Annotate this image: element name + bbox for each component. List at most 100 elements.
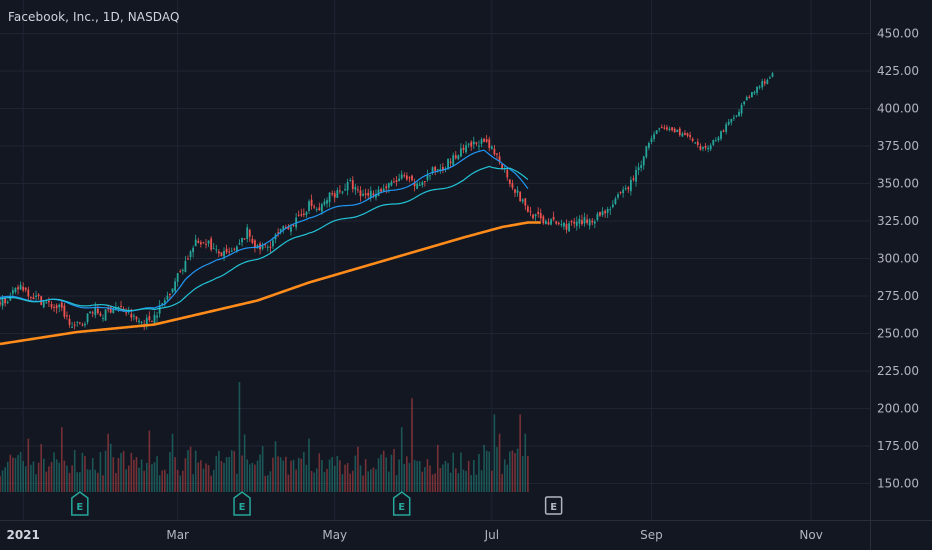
volume-bar xyxy=(321,460,323,492)
volume-bar xyxy=(246,459,248,492)
time-tick-label: 2021 xyxy=(6,528,39,542)
candle-body xyxy=(735,115,738,117)
volume-bar xyxy=(473,459,475,492)
candle-body xyxy=(277,232,279,234)
volume-bar xyxy=(344,464,346,492)
candle-body xyxy=(702,146,704,149)
volume-bar xyxy=(290,460,292,492)
candle-body xyxy=(707,147,710,150)
volume-bar xyxy=(424,467,426,492)
volume-bar xyxy=(426,459,429,492)
candle-body xyxy=(35,295,37,297)
candle-body xyxy=(331,193,334,195)
candle-body xyxy=(578,219,581,224)
volume-bar xyxy=(212,469,215,492)
volume-bar xyxy=(364,459,367,492)
volume-bar xyxy=(73,450,76,492)
candle-body xyxy=(76,321,79,323)
price-tick-label: 200.00 xyxy=(877,402,919,416)
candle-body xyxy=(194,239,197,247)
candle-body xyxy=(4,297,7,304)
candle-body xyxy=(398,178,401,181)
volume-bar xyxy=(297,457,300,492)
volume-bar xyxy=(35,474,37,492)
candle-body xyxy=(738,111,740,116)
volume-bar xyxy=(210,475,212,492)
candle-body xyxy=(238,243,241,245)
volume-bar xyxy=(439,467,442,492)
candle-body xyxy=(720,131,722,139)
candle-body xyxy=(586,219,588,223)
candle-body xyxy=(372,193,375,195)
volume-bar xyxy=(91,458,94,492)
candle-body xyxy=(555,221,558,224)
volume-bar xyxy=(323,472,326,492)
candle-body xyxy=(668,128,671,130)
price-tick-label: 425.00 xyxy=(877,64,919,78)
volume-bar xyxy=(17,454,19,492)
candle-body xyxy=(254,240,256,248)
candle-body xyxy=(339,190,341,192)
candle-body xyxy=(565,223,568,230)
candle-body xyxy=(400,174,403,179)
volume-bar xyxy=(130,452,133,492)
volume-bar xyxy=(457,473,460,492)
candle-body xyxy=(604,210,607,214)
candle-body xyxy=(89,311,92,314)
candle-body xyxy=(570,221,573,223)
volume-bar xyxy=(511,450,514,492)
candle-body xyxy=(676,129,679,132)
earnings-marker[interactable]: E xyxy=(71,491,89,516)
volume-bar xyxy=(22,460,24,492)
candle-body xyxy=(581,220,583,225)
candle-body xyxy=(411,175,413,181)
volume-bar xyxy=(135,457,138,492)
candle-body xyxy=(635,169,637,182)
volume-bar xyxy=(285,456,287,492)
candle-body xyxy=(176,273,179,282)
candle-body xyxy=(673,128,676,133)
volume-bar xyxy=(346,463,349,492)
volume-bar xyxy=(305,464,308,492)
price-tick-label: 325.00 xyxy=(877,214,919,228)
volume-bar xyxy=(326,468,328,492)
candle-body xyxy=(84,323,86,326)
volume-bar xyxy=(112,457,115,492)
candle-body xyxy=(771,73,774,77)
candle-body xyxy=(223,250,225,257)
candle-body xyxy=(454,155,457,159)
candle-body xyxy=(753,91,756,94)
candle-body xyxy=(761,81,764,88)
volume-bar xyxy=(24,466,27,492)
candle-body xyxy=(552,216,555,220)
candle-body xyxy=(99,313,102,316)
candle-body xyxy=(545,220,547,225)
candle-body xyxy=(691,138,694,141)
earnings-marker[interactable]: E xyxy=(233,491,251,516)
candle-body xyxy=(648,143,650,148)
volume-bar xyxy=(388,471,390,492)
candle-body xyxy=(241,237,243,243)
candle-body xyxy=(714,140,717,142)
candle-body xyxy=(187,258,189,260)
candle-body xyxy=(243,238,246,240)
candle-body xyxy=(650,138,653,142)
candle-body xyxy=(42,301,45,308)
volume-bar xyxy=(406,456,408,492)
volume-bar xyxy=(145,462,148,492)
volume-bar xyxy=(40,444,42,492)
volume-bar xyxy=(256,460,259,492)
volume-bar xyxy=(336,455,339,492)
volume-bar xyxy=(514,453,516,492)
earnings-marker[interactable]: E xyxy=(392,491,411,516)
volume-bar xyxy=(357,446,359,492)
volume-bar xyxy=(140,459,143,492)
candle-body xyxy=(550,219,552,225)
candle-body xyxy=(712,140,715,145)
earnings-marker[interactable]: E xyxy=(544,496,563,515)
volume-bar xyxy=(318,453,321,492)
candle-body xyxy=(290,226,292,232)
candle-body xyxy=(689,135,691,138)
